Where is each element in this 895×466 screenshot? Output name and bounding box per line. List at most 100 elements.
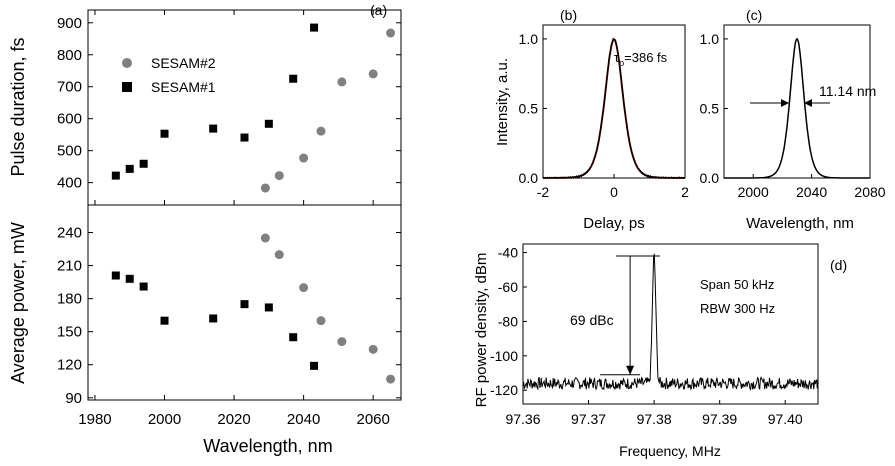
panel-a-bottom-y-ticks: 90 120 150 180 210 240: [57, 225, 401, 407]
panel-a-top-points: [111, 23, 396, 193]
panel-a-bottom-frame: [87, 204, 402, 401]
x-tick-label: 2060: [356, 411, 389, 428]
panel-b-tau-annotation: τp=386 fs: [614, 50, 668, 68]
panel-d-dbc-marker: [600, 255, 661, 376]
y-tick-label: -60: [498, 279, 518, 295]
x-tick-label: 97.38: [637, 411, 672, 427]
panel-d-rbw-annotation: RBW 300 Hz: [700, 301, 775, 316]
data-point: [274, 250, 284, 260]
data-point: [260, 183, 270, 193]
y-tick-label: 700: [57, 79, 82, 96]
panel-a-legend: SESAM#2 SESAM#1: [122, 55, 216, 95]
y-tick-label: 600: [57, 111, 82, 128]
panel-c-letter: (c): [746, 7, 762, 23]
panel-a-x-ticks: 1980 2000 2020 2040 2060: [78, 10, 390, 428]
x-tick-label: 97.40: [768, 411, 803, 427]
panel-d-ticks: -120 -100 -80 -60 -40 97.36 97.37 97.38 97.39 97.…: [490, 245, 803, 427]
y-tick-label: -40: [498, 245, 518, 261]
data-point: [260, 233, 270, 243]
x-tick-label: 2040: [287, 411, 320, 428]
data-point: [289, 333, 298, 342]
x-tick-label: 1980: [78, 411, 111, 428]
y-tick-label: 400: [57, 175, 82, 192]
panel-b-autocorrelation-curve: [542, 37, 686, 180]
data-point: [274, 171, 284, 181]
panel-a-bottom-points: [111, 233, 396, 384]
y-tick-label: 240: [57, 225, 82, 242]
y-tick-label: 120: [57, 357, 82, 374]
y-tick-label: 0.5: [519, 100, 539, 116]
panel-a-bottom-ylabel: Average power, mW: [8, 222, 28, 384]
data-point: [368, 344, 378, 354]
panel-b-frame: [542, 24, 686, 179]
panel-c-fwhm-arrows: [750, 99, 830, 107]
x-tick-label: 2020: [217, 411, 250, 428]
data-point: [316, 126, 326, 136]
panel-a-top-ylabel: Pulse duration, fs: [8, 37, 28, 176]
panel-b-xlabel: Delay, ps: [583, 215, 644, 232]
panel-d-frame: [522, 243, 819, 405]
data-point: [386, 28, 396, 38]
data-point: [310, 361, 319, 370]
panel-d-rf-spectrum-curve: [522, 253, 819, 391]
panel-b-letter: (b): [560, 7, 577, 23]
panel-d: (d) -120 -100 -80 -60 -40 97.36 97.37 97.38 97.3…: [473, 243, 847, 459]
x-tick-label: 2: [681, 184, 689, 200]
data-point: [111, 271, 120, 280]
dbc-arrow-head: [626, 365, 635, 375]
y-tick-label: 900: [57, 15, 82, 32]
panel-d-span-annotation: Span 50 kHz: [700, 277, 774, 292]
y-tick-label: 0.0: [519, 170, 539, 186]
data-point: [125, 274, 134, 283]
data-point: [264, 119, 273, 128]
legend-label-sesam2: SESAM#2: [151, 55, 216, 71]
panel-a-top-y-ticks: 400 500 600 700 800 900: [57, 15, 401, 192]
y-tick-label: -100: [490, 348, 518, 364]
y-tick-label: -120: [490, 382, 518, 398]
panel-d-xlabel: Frequency, MHz: [619, 443, 721, 459]
x-tick-label: 2040: [796, 184, 827, 200]
data-point: [160, 129, 169, 138]
panel-c-xlabel: Wavelength, nm: [746, 215, 854, 232]
data-point: [240, 300, 249, 309]
y-tick-label: 90: [65, 390, 82, 407]
panel-b-ylabel: Intensity, a.u.: [494, 58, 511, 146]
y-tick-label: 1.0: [700, 31, 720, 47]
data-point: [139, 159, 148, 168]
x-tick-label: -2: [537, 184, 550, 200]
data-point: [111, 171, 120, 180]
data-point: [160, 316, 169, 325]
data-point: [310, 23, 319, 32]
x-tick-label: 97.39: [702, 411, 737, 427]
legend-marker-sesam1: [122, 82, 132, 92]
y-tick-label: 150: [57, 324, 82, 341]
y-tick-label: 800: [57, 47, 82, 64]
data-point: [139, 282, 148, 291]
panel-b-ticks: 0.0 0.5 1.0 -2 0 2: [519, 31, 690, 200]
panel-a-xlabel: Wavelength, nm: [203, 436, 332, 456]
x-tick-label: 2000: [148, 411, 181, 428]
legend-label-sesam1: SESAM#1: [151, 79, 216, 95]
panel-c-frame: [723, 24, 871, 179]
panel-b: (b) 0.0 0.5 1.0 -2 0 2 τp=386 fs Intensity, a…: [494, 7, 689, 232]
data-point: [337, 77, 347, 87]
data-point: [368, 69, 378, 79]
y-tick-label: -80: [498, 313, 518, 329]
y-tick-label: 0.0: [700, 170, 720, 186]
panel-d-letter: (d): [830, 257, 847, 273]
data-point: [209, 124, 218, 133]
data-point: [299, 153, 309, 163]
panel-d-ylabel: RF power density, dBm: [473, 253, 490, 408]
x-tick-label: 0: [610, 184, 618, 200]
y-tick-label: 210: [57, 258, 82, 275]
panel-c-spectrum-curve: [724, 37, 870, 179]
y-tick-label: 180: [57, 291, 82, 308]
data-point: [289, 74, 298, 83]
x-tick-label: 2000: [738, 184, 769, 200]
data-point: [337, 337, 347, 347]
panel-c-fwhm-annotation: 11.14 nm: [819, 83, 876, 99]
data-point: [316, 316, 326, 326]
legend-marker-sesam2: [122, 58, 132, 68]
x-tick-label: 97.37: [571, 411, 606, 427]
